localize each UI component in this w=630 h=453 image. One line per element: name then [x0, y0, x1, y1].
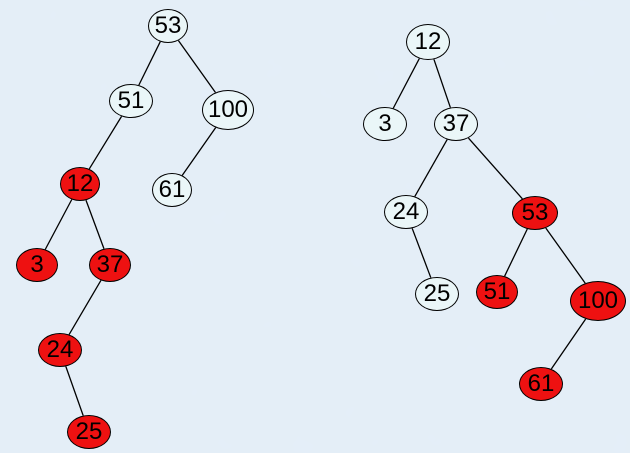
edge-a53-a51	[138, 41, 161, 86]
tree-node-b61: 61	[519, 367, 563, 401]
edge-a37-a24	[68, 280, 102, 335]
edge-a100-a61	[181, 127, 217, 176]
tree-node-b100: 100	[570, 281, 626, 321]
tree-node-a24: 24	[38, 333, 82, 367]
edge-a51-a12	[88, 116, 123, 170]
edge-a12-a3	[44, 199, 73, 250]
edge-a24-a25	[65, 366, 84, 416]
edge-b12-b37	[433, 59, 452, 108]
tree-node-b25: 25	[415, 277, 459, 311]
tree-node-a25: 25	[67, 415, 111, 449]
tree-node-b24: 24	[384, 195, 428, 229]
tree-node-a51: 51	[109, 84, 153, 118]
tree-node-b37: 37	[434, 107, 478, 141]
edge-b37-b53	[467, 137, 523, 200]
edge-b24-b25	[411, 228, 432, 278]
tree-node-a37: 37	[89, 248, 131, 282]
tree-node-a61: 61	[152, 173, 192, 207]
edge-b53-b51	[504, 228, 528, 277]
tree-node-b12: 12	[406, 24, 450, 60]
tree-node-a3: 3	[16, 248, 58, 282]
tree-node-b3: 3	[363, 107, 407, 141]
edge-b37-b24	[414, 139, 448, 197]
tree-node-a100: 100	[202, 90, 254, 130]
tree-node-b51: 51	[476, 275, 518, 309]
edge-b12-b3	[392, 58, 420, 109]
edge-b100-b61	[550, 318, 587, 370]
tree-node-b53: 53	[512, 196, 558, 230]
edge-a53-a100	[177, 40, 217, 93]
tree-node-a53: 53	[148, 9, 188, 43]
edge-a12-a37	[85, 199, 105, 249]
tree-node-a12: 12	[60, 167, 100, 201]
edge-b53-b100	[545, 227, 586, 284]
